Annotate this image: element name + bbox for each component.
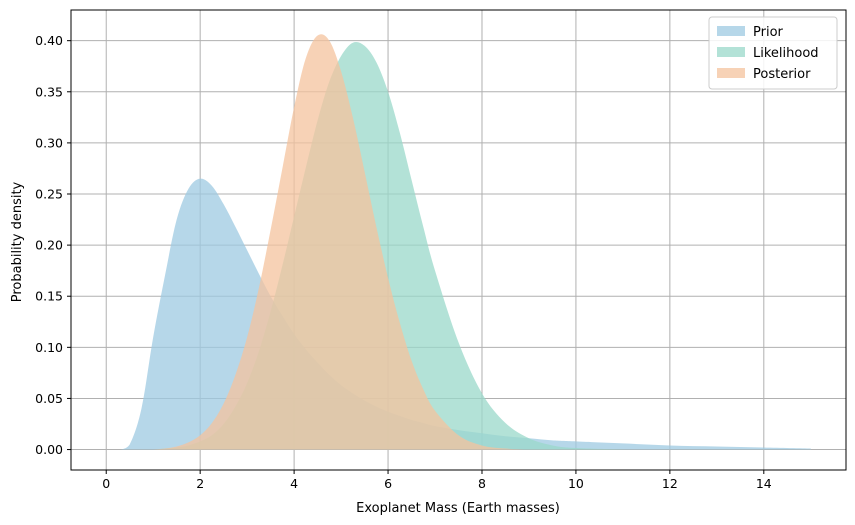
x-axis-label: Exoplanet Mass (Earth masses)	[356, 501, 560, 516]
legend: Prior Likelihood Posterior	[708, 16, 838, 90]
legend-label-likelihood: Likelihood	[753, 46, 819, 61]
area-posterior	[120, 34, 811, 450]
x-tick-label: 2	[196, 476, 204, 491]
y-tick-label: 0.40	[35, 33, 63, 48]
y-tick-label: 0.00	[35, 442, 63, 457]
y-tick-label: 0.05	[35, 391, 63, 406]
y-tick-label: 0.25	[35, 187, 63, 202]
y-axis-label: Probability density	[10, 181, 25, 302]
y-tick-label: 0.35	[35, 84, 63, 99]
y-tick-label: 0.20	[35, 238, 63, 253]
legend-label-posterior: Posterior	[753, 67, 811, 82]
y-tick-label: 0.10	[35, 340, 63, 355]
y-axis-ticks: 0.00 0.05 0.10 0.15 0.20 0.25 0.30 0.35 0.40	[35, 33, 71, 457]
area-series	[120, 34, 811, 450]
legend-swatch-likelihood	[717, 47, 745, 57]
x-tick-label: 8	[478, 476, 486, 491]
x-tick-label: 12	[662, 476, 678, 491]
x-axis-ticks: 0 2 4 6 8 10 12 14	[102, 470, 772, 491]
x-tick-label: 10	[568, 476, 584, 491]
legend-swatch-posterior	[717, 68, 745, 78]
x-tick-label: 4	[290, 476, 298, 491]
x-tick-label: 6	[384, 476, 392, 491]
legend-label-prior: Prior	[753, 25, 784, 40]
x-tick-label: 0	[102, 476, 110, 491]
y-tick-label: 0.15	[35, 289, 63, 304]
legend-swatch-prior	[717, 26, 745, 36]
x-tick-label: 14	[756, 476, 772, 491]
plot-frame	[70, 9, 847, 471]
y-tick-label: 0.30	[35, 135, 63, 150]
